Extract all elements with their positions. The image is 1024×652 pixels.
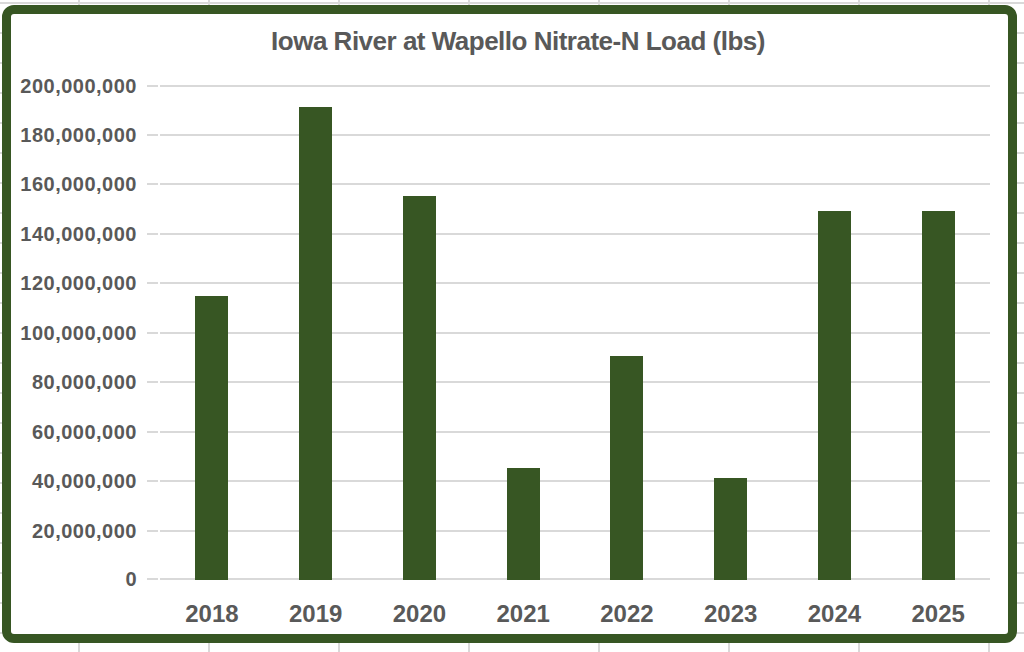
bar-2019[interactable] xyxy=(299,107,332,580)
x-axis-labels[interactable]: 2018 2019 2020 2021 2022 2023 2024 2025 xyxy=(160,600,990,632)
y-axis-tick xyxy=(147,530,158,532)
x-axis-label: 2025 xyxy=(911,600,964,628)
bar-2022[interactable] xyxy=(610,356,643,580)
y-axis-tick xyxy=(147,282,158,284)
plot-gridline xyxy=(160,381,990,383)
x-axis-label: 2024 xyxy=(808,600,861,628)
y-tick-label: 140,000,000 xyxy=(20,223,137,245)
y-tick-label: 200,000,000 xyxy=(20,75,137,97)
y-axis-tick xyxy=(147,381,158,383)
plot-gridline xyxy=(160,85,990,87)
y-axis-tick xyxy=(147,233,158,235)
y-tick-label: 0 xyxy=(125,568,137,590)
x-axis-label: 2019 xyxy=(289,600,342,628)
x-axis-label: 2023 xyxy=(704,600,757,628)
x-axis-label: 2021 xyxy=(496,600,549,628)
y-tick-label: 120,000,000 xyxy=(20,272,137,294)
plot-area xyxy=(160,85,990,580)
y-tick-label: 180,000,000 xyxy=(20,124,137,146)
bar-2023[interactable] xyxy=(714,478,747,580)
bar-2020[interactable] xyxy=(403,196,436,580)
plot-gridline xyxy=(160,233,990,235)
plot-gridline xyxy=(160,530,990,532)
plot-gridline xyxy=(160,332,990,334)
x-axis-label: 2018 xyxy=(185,600,238,628)
bar-2018[interactable] xyxy=(195,296,228,580)
y-tick-label: 20,000,000 xyxy=(32,520,137,542)
plot-gridline xyxy=(160,183,990,185)
plot-gridline xyxy=(160,134,990,136)
plot-gridline xyxy=(160,578,990,580)
y-axis-tick xyxy=(147,431,158,433)
plot-gridline xyxy=(160,282,990,284)
chart-title[interactable]: Iowa River at Wapello Nitrate-N Load (lb… xyxy=(28,26,1008,57)
y-axis-labels[interactable]: 020,000,00040,000,00060,000,00080,000,00… xyxy=(11,85,137,580)
chart-frame[interactable]: Iowa River at Wapello Nitrate-N Load (lb… xyxy=(2,5,1017,643)
y-axis-tick xyxy=(147,332,158,334)
y-tick-label: 40,000,000 xyxy=(32,470,137,492)
bar-2025[interactable] xyxy=(922,211,955,580)
bar-2021[interactable] xyxy=(507,468,540,580)
plot-gridline xyxy=(160,480,990,482)
x-axis-label: 2022 xyxy=(600,600,653,628)
x-axis-label: 2020 xyxy=(393,600,446,628)
y-axis-tick xyxy=(147,578,158,580)
plot-gridline xyxy=(160,431,990,433)
y-tick-label: 80,000,000 xyxy=(32,371,137,393)
y-tick-label: 160,000,000 xyxy=(20,173,137,195)
y-axis-tick xyxy=(147,134,158,136)
y-axis-tick xyxy=(147,85,158,87)
y-tick-label: 100,000,000 xyxy=(20,322,137,344)
bar-2024[interactable] xyxy=(818,211,851,580)
y-tick-label: 60,000,000 xyxy=(32,421,137,443)
y-axis-tick xyxy=(147,183,158,185)
y-axis-tick xyxy=(147,480,158,482)
